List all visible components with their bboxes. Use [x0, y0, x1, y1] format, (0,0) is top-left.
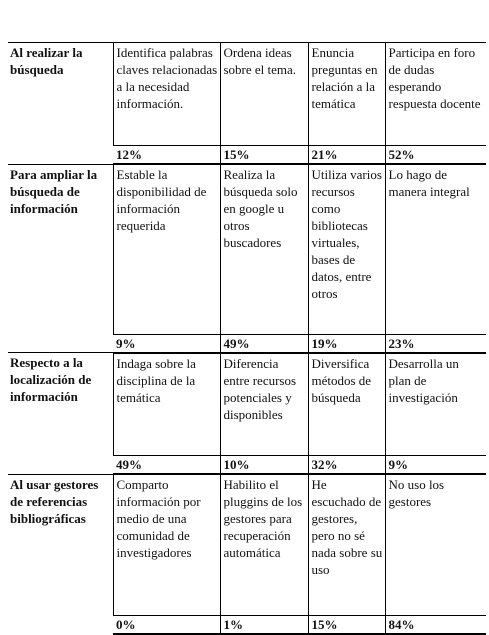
- item-cell: No uso los gestores: [384, 473, 486, 615]
- item-cell: Utiliza varios recursos como bibliotecas…: [307, 163, 385, 334]
- item-cell: Estable la disponibilidad de información…: [112, 163, 220, 334]
- percent-cell: 1%: [219, 614, 308, 635]
- section-row: Al realizar la búsqueda Identifica palabr…: [8, 42, 486, 164]
- percent-cell: 21%: [307, 145, 385, 165]
- percent-cell: 32%: [307, 455, 385, 475]
- section-row: Respecto a la localización de informació…: [8, 352, 486, 474]
- item-cell: Diversifica métodos de búsqueda: [307, 352, 385, 456]
- section-label: Para ampliar la búsqueda de información: [8, 163, 113, 353]
- percent-cell: 0%: [113, 614, 220, 635]
- item-cell: Enuncia preguntas en relación a la temát…: [307, 42, 385, 146]
- percent-cell: 23%: [384, 333, 486, 354]
- percent-cell: 15%: [219, 145, 308, 165]
- percent-cell: 84%: [384, 614, 486, 635]
- item-cell: Participa en foro de dudas esperando res…: [384, 42, 486, 146]
- item-cell: Comparto información por medio de una co…: [112, 473, 220, 615]
- percent-cell: 49%: [219, 333, 308, 354]
- percent-cell: 49%: [113, 455, 220, 475]
- percent-row: 9% 49% 19% 23%: [8, 333, 486, 354]
- item-cell: Desarrolla un plan de investigación: [384, 352, 486, 456]
- section-label: Al usar gestores de referencias bibliogr…: [8, 473, 113, 634]
- section-row: Para ampliar la búsqueda de información E…: [8, 163, 486, 353]
- item-cell: Ordena ideas sobre el tema.: [219, 42, 308, 146]
- percent-row: 12% 15% 21% 52%: [8, 145, 486, 165]
- percent-cell: 12%: [113, 145, 220, 165]
- item-cell: Identifica palabras claves relacionadas …: [112, 42, 220, 146]
- percent-row: 49% 10% 32% 9%: [8, 455, 486, 475]
- percent-cell: 19%: [307, 333, 385, 354]
- item-cell: Habilito el pluggins de los gestores par…: [219, 473, 308, 615]
- results-table: Al realizar la búsqueda Identifica palabr…: [8, 42, 486, 635]
- percent-cell: 10%: [219, 455, 308, 475]
- percent-cell: 9%: [384, 455, 486, 475]
- percent-cell: 9%: [113, 333, 220, 354]
- item-cell: Diferencia entre recursos potenciales y …: [219, 352, 308, 456]
- section-label: Al realizar la búsqueda: [8, 42, 113, 164]
- item-cell: Realiza la búsqueda solo en google u otr…: [219, 163, 308, 334]
- section-label: Respecto a la localización de informació…: [8, 352, 113, 474]
- item-cell: Lo hago de manera integral: [384, 163, 486, 334]
- section-row: Al usar gestores de referencias bibliogr…: [8, 473, 486, 634]
- item-cell: Indaga sobre la disciplina de la temátic…: [112, 352, 220, 456]
- percent-cell: 52%: [384, 145, 486, 165]
- item-cell: He escuchado de gestores, pero no sé nad…: [307, 473, 385, 615]
- percent-cell: 15%: [307, 614, 385, 635]
